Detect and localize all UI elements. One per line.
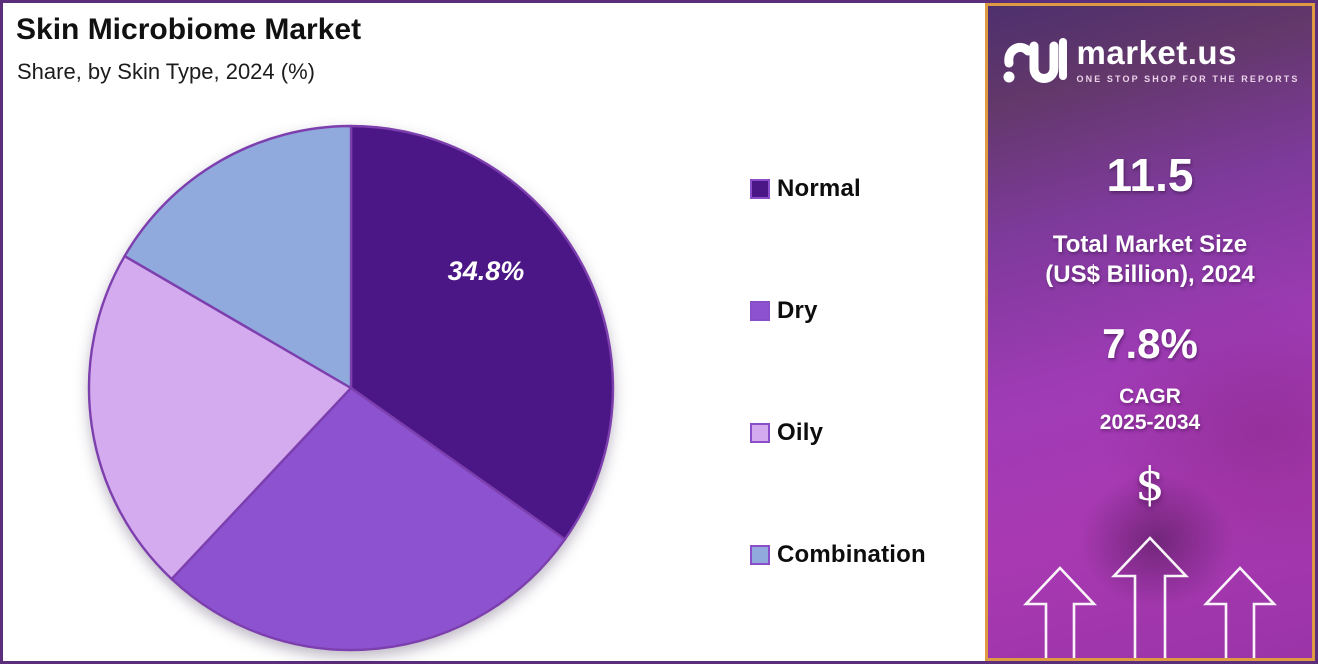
pie-chart: 34.8% bbox=[87, 124, 615, 652]
market-size-label: Total Market Size (US$ Billion), 2024 bbox=[988, 230, 1312, 290]
market-us-logo-icon bbox=[1003, 38, 1067, 83]
brand-logo: market.us ONE STOP SHOP FOR THE REPORTS bbox=[988, 30, 1312, 90]
page-subtitle: Share, by Skin Type, 2024 (%) bbox=[17, 59, 315, 84]
dollar-symbol: $ bbox=[1135, 457, 1165, 512]
logo-name: market.us bbox=[1076, 34, 1237, 71]
cagr-value: 7.8% bbox=[1102, 320, 1198, 367]
cagr-label-line1: CAGR bbox=[1119, 385, 1181, 408]
legend-swatch-icon bbox=[750, 179, 770, 199]
page-title: Skin Microbiome Market bbox=[16, 13, 362, 46]
legend-item-combination: Combination bbox=[750, 541, 926, 569]
brand-sidebar: market.us ONE STOP SHOP FOR THE REPORTS … bbox=[985, 3, 1315, 661]
market-size-label-line2: (US$ Billion), 2024 bbox=[1045, 261, 1255, 288]
legend: Normal Dry Oily Combination bbox=[750, 175, 926, 569]
legend-label: Combination bbox=[777, 541, 926, 568]
legend-label: Oily bbox=[777, 419, 824, 446]
legend-swatch-icon bbox=[750, 423, 770, 443]
legend-item-oily: Oily bbox=[750, 419, 926, 447]
legend-swatch-icon bbox=[750, 301, 770, 321]
pie-slice-oily bbox=[87, 254, 353, 581]
chart-area: Skin Microbiome Market Share, by Skin Ty… bbox=[3, 3, 985, 661]
legend-item-dry: Dry bbox=[750, 297, 926, 325]
legend-label: Normal bbox=[777, 175, 861, 202]
logo-tagline: ONE STOP SHOP FOR THE REPORTS bbox=[1076, 74, 1300, 84]
pie-slice-dry bbox=[170, 386, 567, 652]
pie-chart-container: 34.8% bbox=[81, 115, 621, 660]
legend-item-normal: Normal bbox=[750, 175, 926, 203]
pie-slice-normal bbox=[349, 124, 615, 541]
pie-slice-data-label: 34.8% bbox=[448, 256, 525, 286]
legend-swatch-icon bbox=[750, 545, 770, 565]
legend-label: Dry bbox=[777, 297, 818, 324]
cagr-label-line2: 2025-2034 bbox=[1099, 410, 1201, 434]
cagr-label: CAGR 2025-2034 bbox=[988, 384, 1312, 435]
market-size-value: 11.5 bbox=[1106, 149, 1194, 201]
pie-slice-combination bbox=[123, 124, 353, 390]
market-size-label-line1: Total Market Size bbox=[1052, 231, 1248, 258]
growth-arrows-icon bbox=[1022, 536, 1278, 658]
